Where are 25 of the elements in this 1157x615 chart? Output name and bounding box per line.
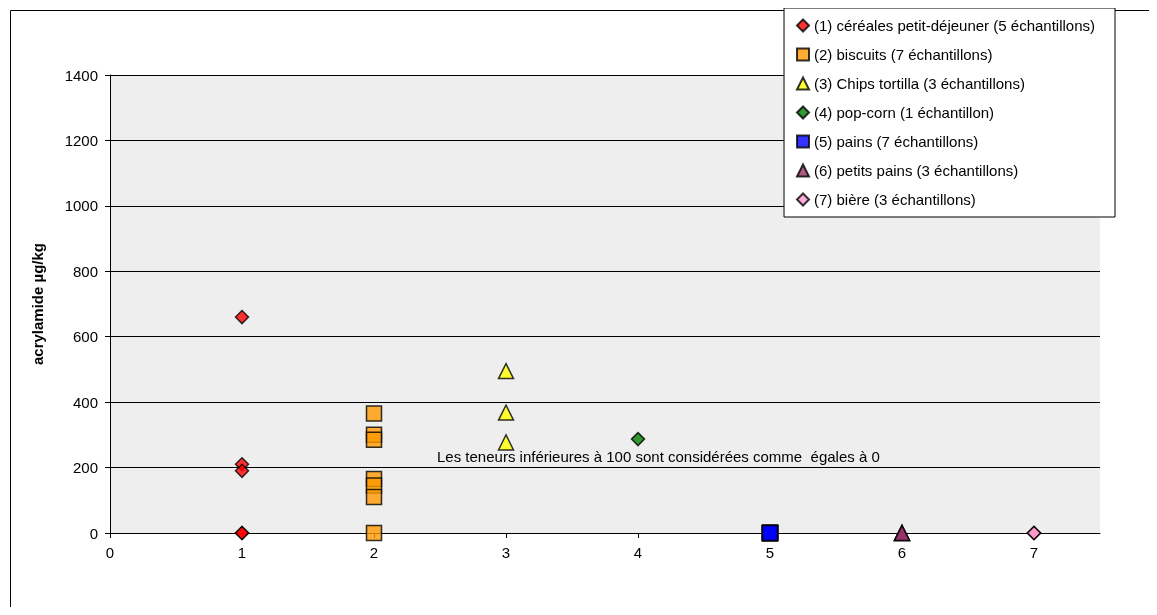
y-tick-label: 1200 — [64, 131, 98, 149]
x-tick-label: 1 — [237, 544, 247, 561]
annotation: Les teneurs inférieures à 100 sont considérées comme égales à 0 — [437, 448, 880, 465]
x-tick-label: 0 — [105, 544, 115, 561]
legend-label: (2) biscuits (7 échantillons) — [814, 46, 993, 63]
legend-label: (7) bière (3 échantillons) — [814, 191, 976, 208]
y-tick-label: 1400 — [64, 66, 98, 84]
y-tick-label: 800 — [72, 262, 98, 280]
y-tick-label: 1000 — [64, 197, 98, 215]
y-tick-label: 200 — [72, 459, 98, 477]
x-tick-label: 6 — [897, 544, 907, 561]
y-tick-label: 600 — [72, 328, 98, 346]
legend-label: (4) pop-corn (1 échantillon) — [814, 104, 995, 121]
y-tick-label: 400 — [72, 393, 98, 411]
legend-label: (6) petits pains (3 échantillons) — [814, 162, 1019, 179]
x-tick-label: 4 — [633, 544, 643, 561]
legend-label: (1) céréales petit-déjeuner (5 échantillons) — [814, 17, 1096, 34]
x-tick-label: 2 — [369, 544, 379, 561]
y-axis-title: acrylamide µg/kg — [29, 242, 46, 366]
legend-label: (3) Chips tortilla (3 échantillons) — [814, 75, 1025, 92]
x-tick-label: 3 — [501, 544, 511, 561]
x-tick-label: 5 — [765, 544, 775, 561]
x-tick-label: 7 — [1029, 544, 1039, 561]
y-tick-label: 0 — [89, 524, 98, 542]
legend-label: (5) pains (7 échantillons) — [814, 133, 979, 150]
